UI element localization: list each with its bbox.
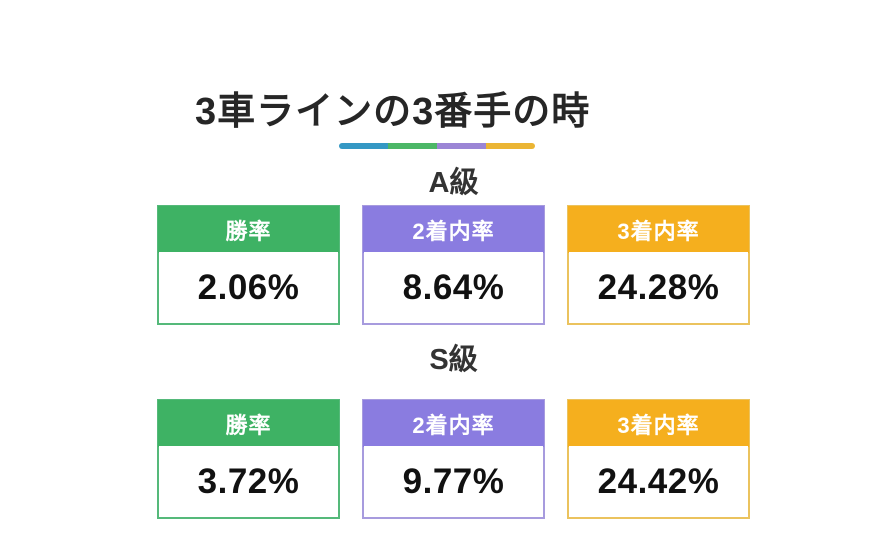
- card-row-a-class: 勝率 2.06% 2着内率 8.64% 3着内率 24.28%: [157, 205, 750, 325]
- stat-card-header: 2着内率: [363, 400, 544, 447]
- stat-card-win-rate: 勝率 3.72%: [157, 399, 340, 519]
- stat-card-top2-rate: 2着内率 9.77%: [362, 399, 545, 519]
- stat-card-top2-rate: 2着内率 8.64%: [362, 205, 545, 325]
- stat-card-value: 9.77%: [364, 446, 543, 517]
- divider-segment-yellow: [486, 143, 535, 149]
- stat-card-header: 3着内率: [568, 206, 749, 253]
- stat-card-header: 3着内率: [568, 400, 749, 447]
- stat-card-win-rate: 勝率 2.06%: [157, 205, 340, 325]
- stat-card-header: 勝率: [158, 206, 339, 253]
- stat-card-top3-rate: 3着内率 24.28%: [567, 205, 750, 325]
- section-label-a-class: A級: [428, 167, 479, 199]
- stat-card-value: 3.72%: [159, 446, 338, 517]
- divider-segment-blue: [339, 143, 388, 149]
- page-title: 3車ラインの3番手の時: [195, 91, 591, 133]
- stat-card-value: 2.06%: [159, 252, 338, 323]
- divider-segment-green: [388, 143, 437, 149]
- card-row-s-class: 勝率 3.72% 2着内率 9.77% 3着内率 24.42%: [157, 399, 750, 519]
- stat-card-value: 8.64%: [364, 252, 543, 323]
- stat-card-header: 勝率: [158, 400, 339, 447]
- title-divider: [339, 143, 535, 149]
- section-label-s-class: S級: [429, 344, 478, 376]
- stat-card-value: 24.42%: [569, 446, 748, 517]
- stat-card-header: 2着内率: [363, 206, 544, 253]
- stat-card-value: 24.28%: [569, 252, 748, 323]
- stat-card-top3-rate: 3着内率 24.42%: [567, 399, 750, 519]
- divider-segment-purple: [437, 143, 486, 149]
